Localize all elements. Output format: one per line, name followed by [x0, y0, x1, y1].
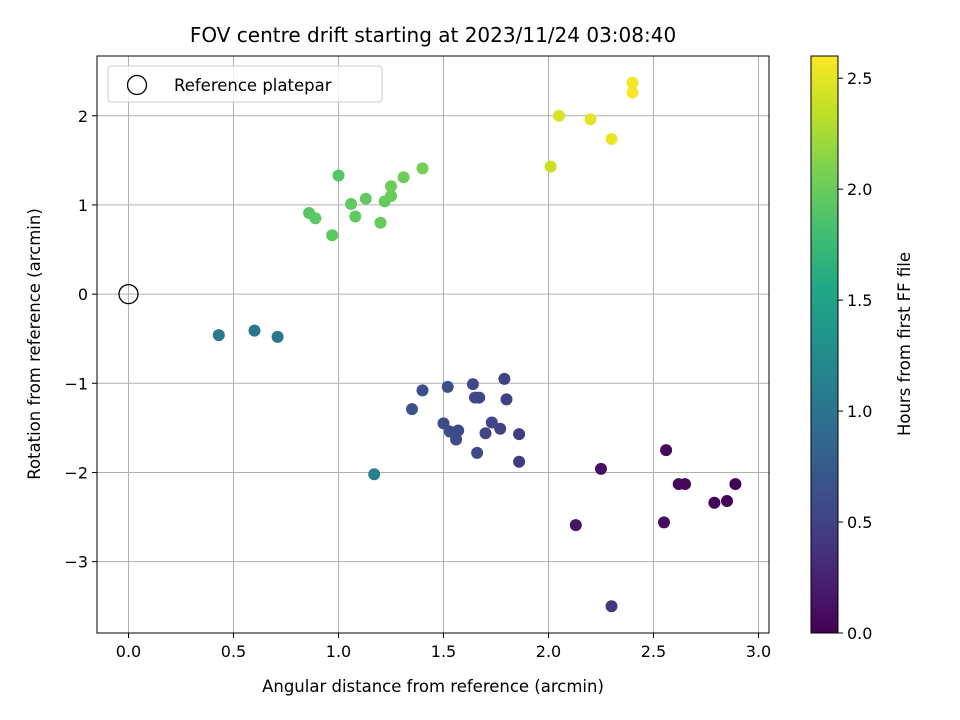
colorbar-tick-label: 1.0	[847, 402, 872, 421]
data-point	[605, 600, 618, 613]
data-point	[485, 416, 498, 429]
data-point	[385, 180, 397, 193]
data-point	[626, 86, 639, 99]
legend-entry-reference: Reference platepar	[174, 76, 332, 95]
x-tick-label: 0.5	[221, 642, 246, 661]
grid-lines	[97, 56, 769, 633]
data-point	[471, 446, 484, 459]
legend-box	[107, 65, 383, 103]
data-point	[359, 192, 372, 205]
legend-marker-reference	[126, 74, 148, 96]
data-point	[332, 169, 345, 182]
data-point	[626, 76, 639, 89]
data-point	[479, 427, 492, 440]
data-point	[406, 403, 418, 416]
data-point	[672, 478, 685, 491]
data-point	[349, 210, 362, 223]
data-point	[660, 444, 673, 457]
reference-platepar-marker	[118, 283, 139, 305]
data-point	[374, 216, 387, 229]
data-points	[212, 76, 742, 613]
x-tick-label: 3.0	[746, 642, 771, 661]
y-tick-label: 0	[78, 285, 88, 304]
legend: Reference platepar	[107, 65, 383, 103]
y-tick-label: −3	[64, 553, 88, 572]
x-tick-label: 1.5	[431, 642, 456, 661]
data-point	[513, 455, 526, 468]
data-point	[466, 378, 479, 391]
colorbar-ticks: 0.0 0.5 1.0 1.5 2.0 2.5	[838, 69, 872, 643]
colorbar-tick-label: 1.5	[847, 291, 872, 310]
data-point	[212, 329, 225, 342]
chart-title: FOV centre drift starting at 2023/11/24 …	[190, 23, 676, 47]
data-point	[729, 478, 742, 491]
data-point	[441, 380, 454, 393]
data-point	[385, 190, 397, 203]
y-tick-label: −1	[64, 374, 88, 393]
data-point	[469, 391, 481, 404]
data-point	[309, 212, 322, 225]
data-point	[437, 417, 450, 430]
data-point	[544, 160, 557, 173]
data-point	[326, 229, 339, 242]
data-point	[500, 393, 513, 406]
data-point	[513, 428, 526, 441]
data-point	[658, 516, 670, 529]
data-point	[553, 109, 565, 122]
data-point	[345, 198, 358, 211]
data-point	[605, 132, 618, 145]
data-point	[397, 171, 410, 184]
plot-frame	[96, 55, 770, 634]
x-axis-label: Angular distance from reference (arcmin)	[262, 677, 604, 696]
reference-marker-layer	[118, 283, 139, 305]
x-tick-label: 0.0	[116, 642, 141, 661]
data-point	[248, 324, 261, 337]
x-tick-label: 1.0	[326, 642, 351, 661]
y-axis-ticks: −3 −2 −1 0 1 2	[64, 107, 97, 572]
data-point	[368, 468, 381, 481]
data-point	[271, 330, 284, 343]
data-point	[443, 425, 456, 438]
data-point	[416, 162, 429, 175]
y-tick-label: 2	[78, 107, 88, 126]
y-tick-label: −2	[64, 463, 88, 482]
colorbar-tick-label: 2.0	[847, 180, 872, 199]
x-tick-label: 2.0	[536, 642, 561, 661]
data-point	[569, 519, 582, 532]
colorbar	[810, 55, 839, 634]
data-point	[595, 462, 607, 475]
colorbar-label: Hours from first FF file	[895, 252, 914, 436]
x-axis-ticks: 0.0 0.5 1.0 1.5 2.0 2.5 3.0	[116, 633, 771, 661]
x-tick-label: 2.5	[641, 642, 666, 661]
data-point	[494, 422, 507, 435]
data-point	[721, 495, 733, 508]
colorbar-tick-label: 0.0	[847, 624, 872, 643]
data-point	[708, 496, 721, 509]
y-tick-label: 1	[78, 196, 88, 215]
colorbar-tick-label: 2.5	[847, 69, 872, 88]
colorbar-tick-label: 0.5	[847, 513, 872, 532]
y-axis-label: Rotation from reference (arcmin)	[25, 208, 44, 480]
data-point	[584, 113, 597, 126]
data-point	[498, 372, 511, 385]
data-point	[450, 433, 463, 446]
data-point	[416, 384, 429, 397]
